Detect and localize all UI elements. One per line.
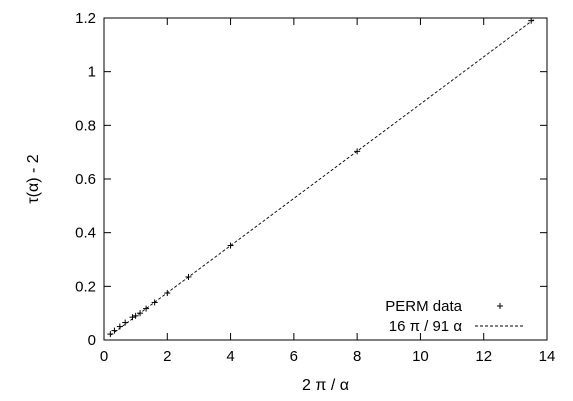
data-point — [164, 290, 171, 297]
data-point — [107, 331, 114, 338]
x-tick-label: 12 — [475, 348, 492, 365]
x-tick-label: 14 — [539, 348, 556, 365]
data-point — [354, 148, 361, 155]
x-tick-label: 10 — [412, 348, 429, 365]
y-tick-label: 1.2 — [75, 10, 96, 27]
data-point — [116, 323, 123, 330]
x-tick-label: 6 — [290, 348, 298, 365]
legend-label: 16 π / 91 α — [389, 318, 463, 335]
y-tick-label: 0 — [88, 332, 96, 349]
legend-label: PERM data — [385, 298, 462, 315]
data-point — [129, 314, 136, 321]
fit-line — [110, 18, 535, 336]
x-tick-label: 2 — [163, 348, 171, 365]
data-point — [528, 17, 535, 24]
y-axis-label: τ(α) - 2 — [25, 154, 42, 203]
x-tick-label: 4 — [226, 348, 234, 365]
y-tick-label: 0.4 — [75, 225, 96, 242]
x-axis-label: 2 π / α — [302, 377, 349, 394]
x-tick-label: 8 — [353, 348, 361, 365]
data-point — [111, 327, 118, 334]
legend-marker — [497, 303, 503, 309]
plot-frame — [103, 17, 548, 341]
y-tick-label: 0.2 — [75, 278, 96, 295]
data-point — [132, 312, 139, 319]
y-tick-label: 0.8 — [75, 117, 96, 134]
data-point — [151, 299, 158, 306]
y-tick-label: 0.6 — [75, 171, 96, 188]
data-point — [137, 310, 144, 317]
data-point — [227, 242, 234, 249]
y-tick-label: 1 — [88, 64, 96, 81]
data-point — [143, 305, 150, 312]
data-point — [122, 319, 129, 326]
data-point — [185, 273, 192, 280]
x-tick-label: 0 — [100, 348, 108, 365]
